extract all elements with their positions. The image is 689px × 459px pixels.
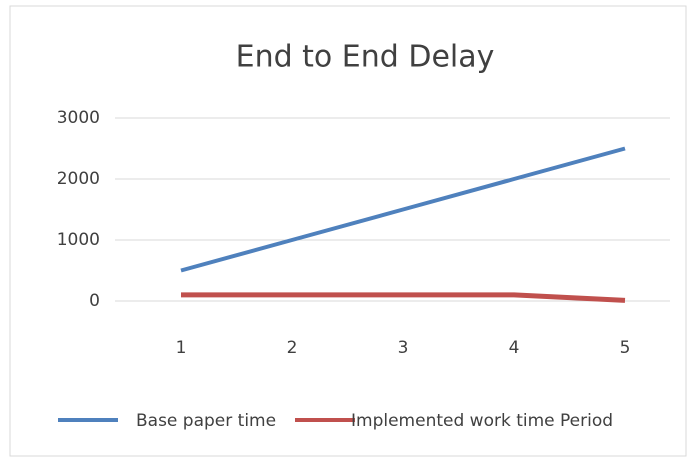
x-tick-label: 2 [287, 338, 298, 358]
x-tick-label: 4 [509, 338, 520, 358]
chart-title: End to End Delay [236, 40, 495, 75]
x-tick-label: 1 [176, 338, 187, 358]
x-tick-label: 5 [620, 338, 631, 358]
x-tick-label: 3 [398, 338, 409, 358]
series-line [181, 292, 626, 303]
y-tick-label: 3000 [57, 108, 100, 128]
y-tick-label: 2000 [57, 169, 100, 189]
y-tick-label: 1000 [57, 230, 100, 250]
series-line [180, 146, 626, 273]
chart-border [9, 5, 687, 457]
legend-label: Implemented work time Period [351, 411, 613, 431]
y-tick-label: 0 [89, 291, 100, 311]
legend-label: Base paper time [136, 411, 276, 431]
